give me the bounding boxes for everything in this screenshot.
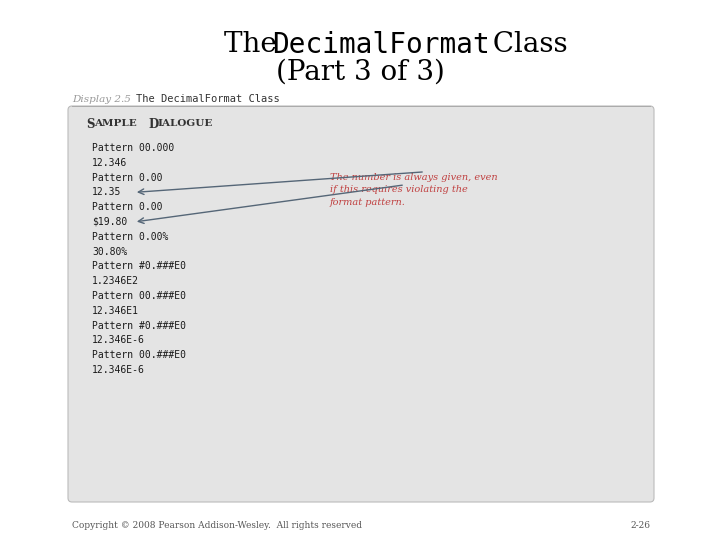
Text: Pattern #0.###E0: Pattern #0.###E0	[92, 321, 186, 330]
Text: Pattern 0.00%: Pattern 0.00%	[92, 232, 168, 242]
Text: 2-26: 2-26	[630, 521, 650, 530]
Text: Pattern #0.###E0: Pattern #0.###E0	[92, 261, 186, 272]
Text: Pattern 0.00: Pattern 0.00	[92, 173, 163, 183]
Text: The number is always given, even
if this requires violating the
format pattern.: The number is always given, even if this…	[330, 173, 498, 207]
Text: 12.346E1: 12.346E1	[92, 306, 139, 316]
Text: $19.80: $19.80	[92, 217, 127, 227]
Text: S: S	[86, 118, 94, 131]
Text: 12.346E-6: 12.346E-6	[92, 365, 145, 375]
Text: (Part 3 of 3): (Part 3 of 3)	[276, 58, 444, 85]
Text: D: D	[148, 118, 158, 131]
Text: 30.80%: 30.80%	[92, 247, 127, 256]
Text: Copyright © 2008 Pearson Addison-Wesley.  All rights reserved: Copyright © 2008 Pearson Addison-Wesley.…	[72, 521, 362, 530]
Text: Pattern 00.###E0: Pattern 00.###E0	[92, 291, 186, 301]
FancyBboxPatch shape	[68, 106, 654, 502]
Text: Class: Class	[484, 31, 567, 58]
Text: 1.2346E2: 1.2346E2	[92, 276, 139, 286]
Text: The: The	[224, 31, 286, 58]
Text: 12.346E-6: 12.346E-6	[92, 335, 145, 346]
Text: 12.346: 12.346	[92, 158, 127, 168]
Text: Display 2.5: Display 2.5	[72, 94, 131, 104]
Text: Pattern 0.00: Pattern 0.00	[92, 202, 163, 212]
Text: 12.35: 12.35	[92, 187, 122, 198]
Text: DecimalFormat: DecimalFormat	[272, 31, 490, 59]
Text: IALOGUE: IALOGUE	[157, 119, 212, 129]
Text: Pattern 00.000: Pattern 00.000	[92, 143, 174, 153]
Text: The DecimalFormat Class: The DecimalFormat Class	[136, 94, 280, 104]
Text: Pattern 00.###E0: Pattern 00.###E0	[92, 350, 186, 360]
Text: AMPLE: AMPLE	[94, 119, 141, 129]
